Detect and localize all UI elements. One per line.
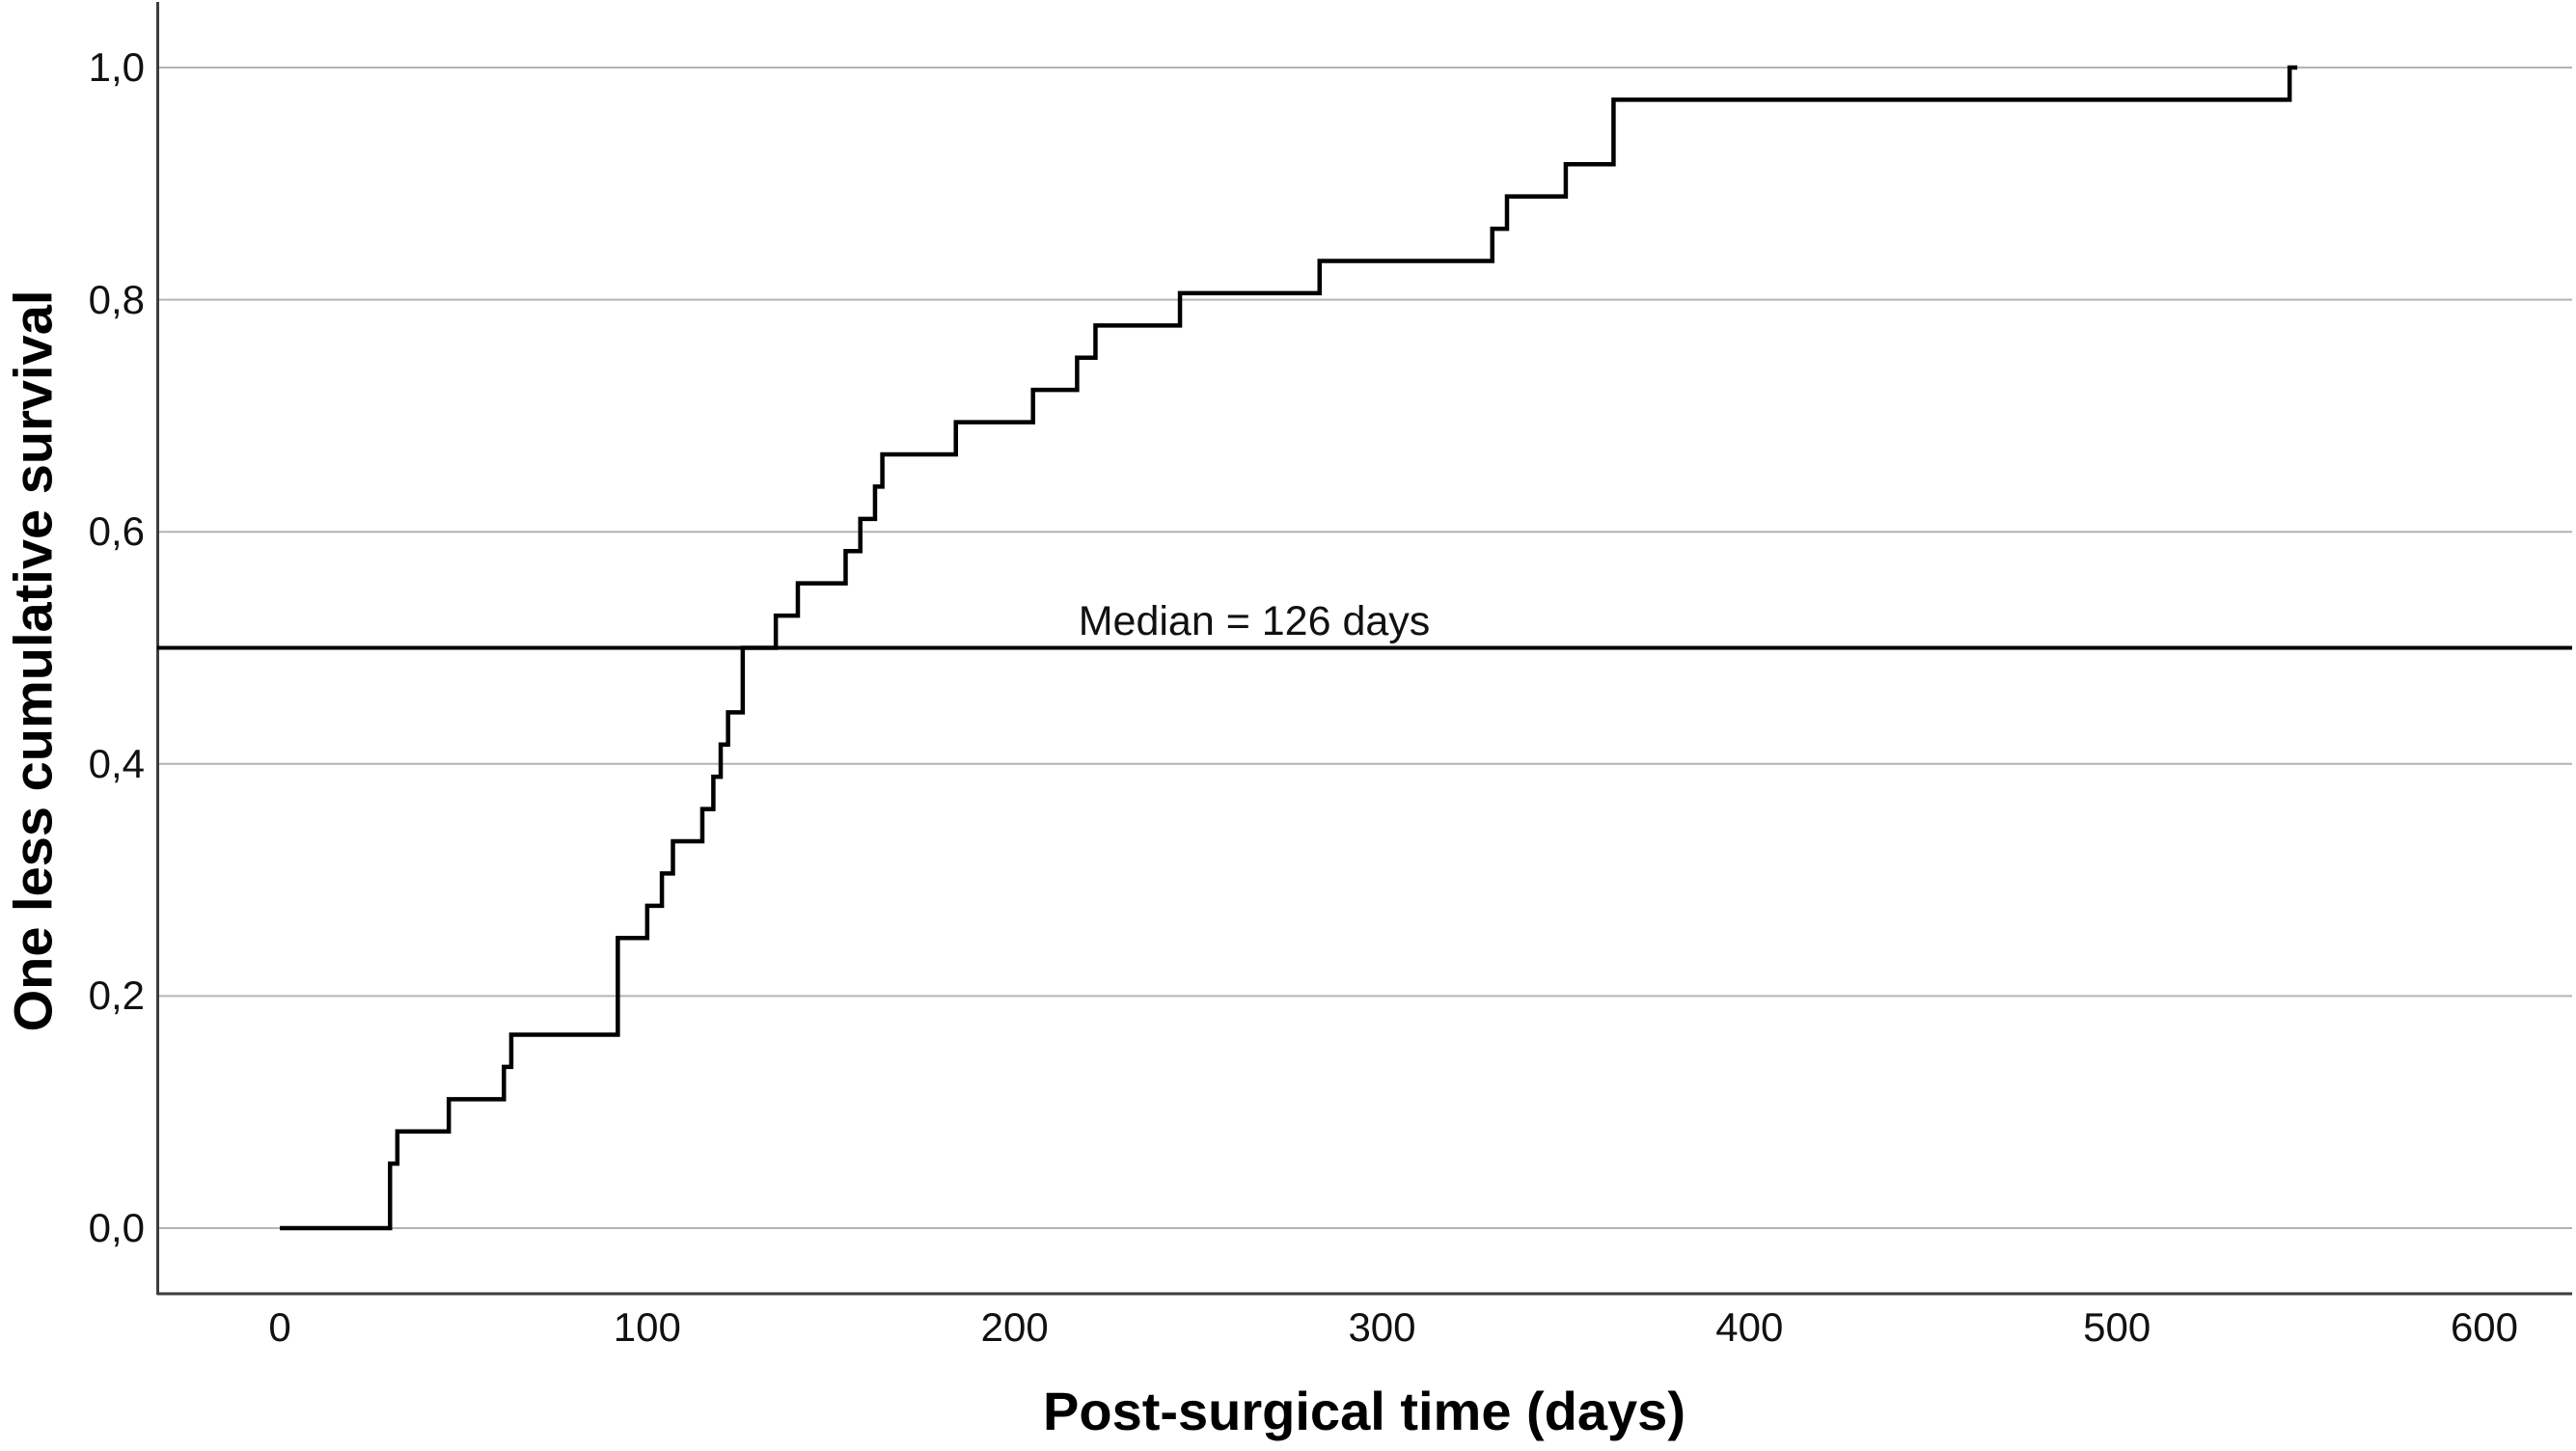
y-axis-title: One less cumulative survival bbox=[2, 289, 64, 1032]
y-tick-label-0,0: 0,0 bbox=[88, 1205, 145, 1250]
x-tick-label-500: 500 bbox=[2083, 1304, 2151, 1350]
x-tick-label-200: 200 bbox=[980, 1304, 1049, 1350]
x-tick-label-400: 400 bbox=[1715, 1304, 1784, 1350]
x-axis-title: Post-surgical time (days) bbox=[1043, 1381, 1685, 1441]
x-tick-label-300: 300 bbox=[1348, 1304, 1416, 1350]
y-tick-label-0,8: 0,8 bbox=[88, 276, 145, 322]
y-tick-label-1,0: 1,0 bbox=[88, 44, 145, 90]
x-tick-label-600: 600 bbox=[2450, 1304, 2519, 1350]
x-tick-label-0: 0 bbox=[268, 1304, 291, 1350]
y-tick-label-0,6: 0,6 bbox=[88, 508, 145, 555]
y-tick-label-0,4: 0,4 bbox=[88, 740, 145, 786]
x-tick-label-100: 100 bbox=[613, 1304, 681, 1350]
horizontal-gridlines bbox=[158, 67, 2572, 1229]
median-annotation: Median = 126 days bbox=[1078, 598, 1431, 644]
survival-step-curve bbox=[280, 65, 2298, 1231]
y-tick-label-0,2: 0,2 bbox=[88, 972, 145, 1019]
